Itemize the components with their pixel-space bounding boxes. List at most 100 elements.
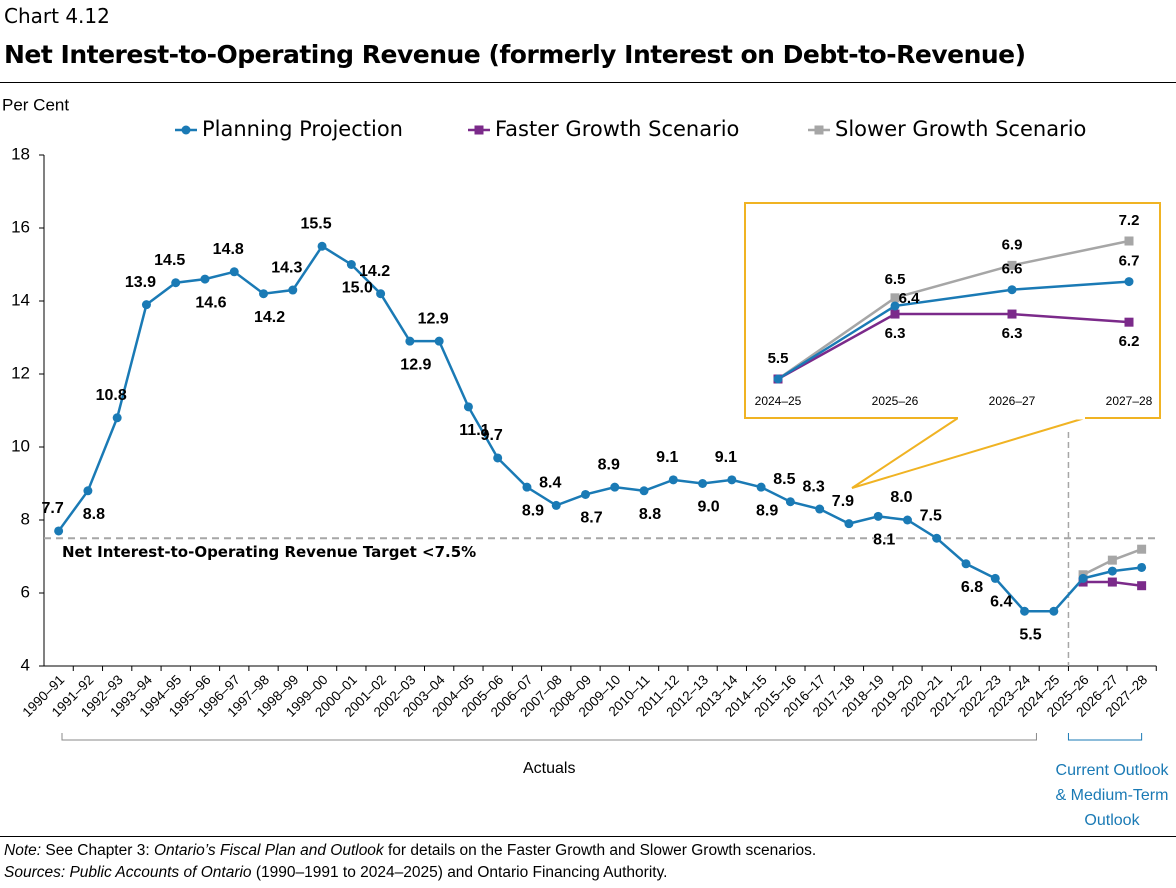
point xyxy=(463,402,473,412)
data-label: 8.3 xyxy=(803,478,825,495)
y-tick-label: 10 xyxy=(11,436,30,455)
point xyxy=(376,289,386,299)
point xyxy=(1007,260,1017,270)
point xyxy=(171,278,181,288)
data-label: 7.2 xyxy=(1119,212,1140,229)
point xyxy=(698,479,708,488)
note: Note: See Chapter 3: Ontario’s Fiscal Pl… xyxy=(4,840,816,862)
point xyxy=(1078,573,1088,583)
data-label: 6.6 xyxy=(1002,261,1023,278)
y-axis-label: Per Cent xyxy=(2,95,69,114)
point xyxy=(639,486,649,496)
data-label: 8.8 xyxy=(639,506,661,523)
data-label: 8.0 xyxy=(890,489,912,506)
data-label: 13.9 xyxy=(125,274,156,291)
inset-x-label: 2024–25 xyxy=(755,394,802,408)
chart-title: Net Interest-to-Operating Revenue (forme… xyxy=(4,40,1026,69)
data-label: 14.6 xyxy=(195,294,226,311)
data-label: 12.9 xyxy=(418,310,449,327)
point xyxy=(1137,581,1147,591)
legend-marker xyxy=(814,125,824,135)
series-line xyxy=(777,312,1130,381)
data-label: 6.5 xyxy=(885,271,906,288)
inset-box xyxy=(744,202,1161,419)
data-label: 10.8 xyxy=(96,387,127,404)
data-label: 6.7 xyxy=(1119,253,1140,270)
data-label: 8.7 xyxy=(580,510,602,527)
note-text: (1990–1991 to 2024–2025) and Ontario Fin… xyxy=(251,864,668,881)
data-label: 9.1 xyxy=(656,449,678,466)
series-line xyxy=(57,244,1142,613)
point xyxy=(580,489,590,499)
data-label: 14.2 xyxy=(254,309,285,326)
actuals-bracket xyxy=(61,733,1037,741)
series-line xyxy=(777,239,1130,381)
point xyxy=(890,309,900,319)
data-label: 6.4 xyxy=(899,290,921,307)
point xyxy=(405,336,415,346)
point xyxy=(773,374,783,384)
data-label: 8.8 xyxy=(83,506,105,523)
y-tick-label: 8 xyxy=(21,509,30,528)
point xyxy=(785,497,795,507)
point xyxy=(727,475,737,485)
legend-label: Planning Projection xyxy=(202,117,403,141)
point xyxy=(610,482,620,492)
point xyxy=(229,267,239,277)
point xyxy=(1107,566,1117,576)
chart-number: Chart 4.12 xyxy=(4,4,110,28)
data-label: 8.9 xyxy=(522,502,544,519)
data-label: 15.5 xyxy=(300,215,331,232)
legend-label: Slower Growth Scenario xyxy=(835,117,1086,141)
point xyxy=(1137,544,1147,554)
data-label: 14.5 xyxy=(154,252,185,269)
point xyxy=(83,486,93,496)
point xyxy=(1137,562,1147,572)
data-label: 7.9 xyxy=(832,493,854,510)
y-tick-label: 14 xyxy=(11,290,30,309)
y-tick-label: 16 xyxy=(11,217,30,236)
rule xyxy=(0,82,1176,83)
data-label: 9.7 xyxy=(481,427,503,444)
data-label: 8.9 xyxy=(598,456,620,473)
point xyxy=(932,533,942,543)
point xyxy=(346,260,356,269)
point xyxy=(1107,555,1117,565)
point xyxy=(873,511,883,521)
series-line xyxy=(777,280,1130,381)
note-text: Ontario’s Fiscal Plan and Outlook xyxy=(153,842,384,859)
point xyxy=(1007,309,1017,319)
data-label: 5.5 xyxy=(768,350,789,367)
point xyxy=(1107,577,1117,587)
note-text: Sources: Public Accounts of Ontario xyxy=(4,864,252,881)
sources: Sources: Public Accounts of Ontario (199… xyxy=(4,862,816,884)
inset-x-label: 2027–28 xyxy=(1106,394,1153,408)
outlook-bracket xyxy=(1067,733,1143,741)
point xyxy=(1124,277,1134,287)
point xyxy=(1007,285,1017,295)
data-label: 14.8 xyxy=(213,241,244,258)
data-label: 6.9 xyxy=(1002,236,1023,253)
point xyxy=(317,241,327,251)
inset-pointer xyxy=(851,417,1086,489)
data-label: 11.1 xyxy=(459,422,489,439)
period-label: Current Outlook & Medium-Term Outlook xyxy=(1055,762,1169,829)
data-label: 6.8 xyxy=(961,579,983,596)
point xyxy=(200,274,210,284)
legend-marker xyxy=(181,125,191,135)
legend-label: Faster Growth Scenario xyxy=(495,117,739,141)
point xyxy=(890,293,900,303)
point xyxy=(493,453,503,463)
point xyxy=(990,573,1000,583)
data-label: 7.5 xyxy=(920,507,942,524)
point xyxy=(815,504,825,514)
y-tick-label: 4 xyxy=(21,655,30,674)
point xyxy=(668,475,678,485)
data-label: 12.9 xyxy=(400,356,431,373)
point xyxy=(844,519,854,529)
data-label: 6.4 xyxy=(990,594,1012,611)
y-tick-label: 12 xyxy=(11,363,30,382)
point xyxy=(141,300,151,310)
point xyxy=(902,515,912,525)
